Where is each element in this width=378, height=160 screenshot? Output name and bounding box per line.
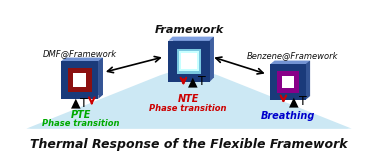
Bar xyxy=(277,71,299,93)
Text: NTE: NTE xyxy=(177,94,199,104)
Text: T: T xyxy=(198,75,206,88)
Bar xyxy=(282,76,294,88)
Text: PTE: PTE xyxy=(70,110,91,120)
Text: Thermal Response of the Flexible Framework: Thermal Response of the Flexible Framewo… xyxy=(30,138,348,151)
Polygon shape xyxy=(29,68,349,129)
Text: Framework: Framework xyxy=(154,25,224,35)
Polygon shape xyxy=(209,37,214,82)
Text: T: T xyxy=(299,95,307,108)
Polygon shape xyxy=(26,66,352,129)
Text: T: T xyxy=(81,97,88,110)
Text: Phase transition: Phase transition xyxy=(149,104,227,112)
Text: ▲: ▲ xyxy=(71,97,81,110)
Text: ▲: ▲ xyxy=(289,95,299,108)
Bar xyxy=(72,64,96,88)
Bar xyxy=(77,70,91,83)
Bar xyxy=(270,64,306,100)
Text: DMF@Framework: DMF@Framework xyxy=(43,49,117,59)
Text: Benzene@Framework: Benzene@Framework xyxy=(247,51,339,60)
Polygon shape xyxy=(306,60,310,100)
Bar xyxy=(177,49,201,74)
Polygon shape xyxy=(61,58,103,61)
Bar xyxy=(281,67,304,90)
Bar xyxy=(274,60,310,96)
Bar xyxy=(179,51,199,71)
Bar xyxy=(286,72,299,85)
Polygon shape xyxy=(270,60,310,64)
Bar xyxy=(65,58,103,95)
Bar xyxy=(169,41,209,82)
Bar xyxy=(181,53,197,69)
Polygon shape xyxy=(98,58,103,99)
Bar xyxy=(68,68,91,92)
Bar xyxy=(73,73,86,87)
Polygon shape xyxy=(169,37,214,41)
Bar xyxy=(172,37,214,78)
Text: ▲: ▲ xyxy=(188,75,198,88)
Bar xyxy=(181,45,206,70)
Bar xyxy=(61,61,98,99)
Text: Phase transition: Phase transition xyxy=(42,119,119,128)
Text: Breathing: Breathing xyxy=(261,112,315,121)
